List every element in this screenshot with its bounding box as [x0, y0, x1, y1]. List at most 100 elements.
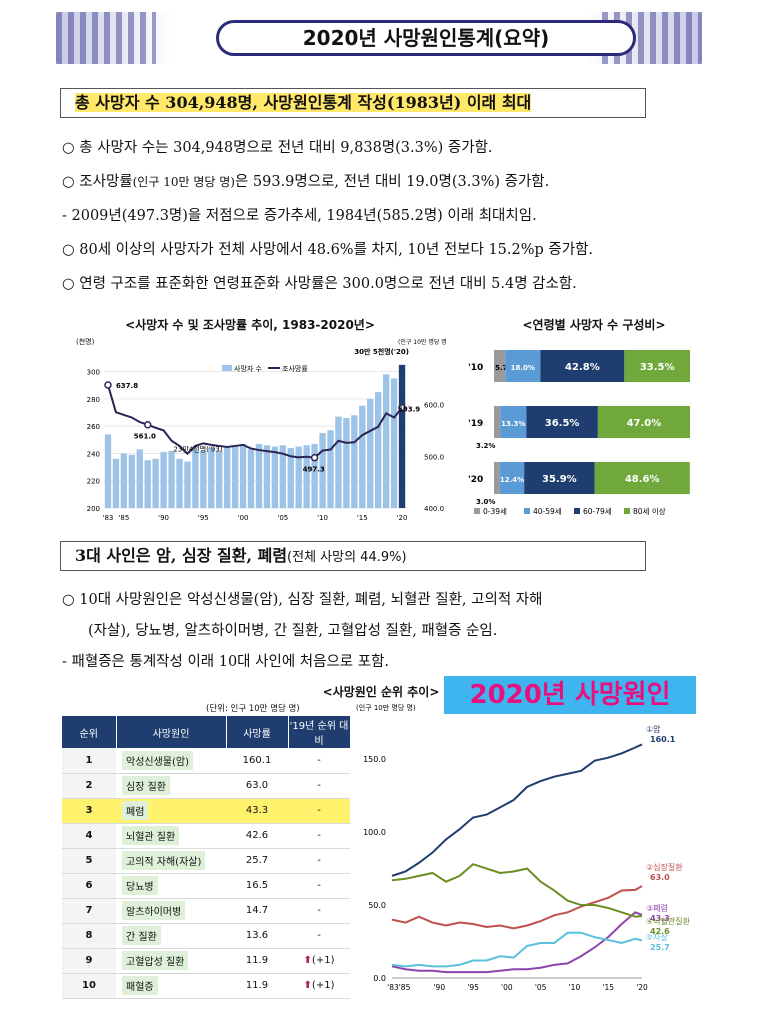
rate-cell: 25.7 — [226, 848, 288, 874]
age-row-label: '10 — [468, 363, 483, 373]
section1-heading-text: 총 사망자 수 304,948명, 사망원인통계 작성(1983년) 이래 최대 — [75, 93, 532, 112]
cause-trend-chart: (인구 10만 명당 명) 0.0 50.0 100.0 150.0 '83'85 '90 '… — [356, 703, 691, 992]
age-legend-swatch — [524, 508, 530, 514]
cause-line-name: ③폐렴 — [646, 903, 668, 913]
chart3-title: <사망원인 순위 추이> — [322, 685, 440, 699]
chart1-ytick: 300 — [87, 369, 100, 377]
crude-rate-text: 은 593.9명으로, 전년 대비 19.0명(3.3%) 증가함. — [234, 174, 550, 190]
age-segment — [499, 462, 525, 494]
chart1-xtick: '15 — [357, 514, 368, 522]
chart2-title: <연령별 사망자 수 구성비> — [522, 318, 666, 332]
change-value: (+1) — [311, 980, 335, 991]
age-segment-label: 13.3% — [501, 420, 525, 428]
table-row: 1 악성신생물(암) 160.1- — [62, 748, 350, 774]
rate-cell: 11.9 — [226, 948, 288, 974]
cause-name: 간 질환 — [122, 926, 161, 945]
col-change: '19년 순위 대비 — [288, 716, 351, 748]
bullet-sepsis: - 패혈증은 통계작성 이래 10대 사인에 처음으로 포함. — [62, 654, 390, 670]
crude-rate-label: ○ 조사망률 — [62, 174, 133, 190]
title-banner: 2020년 사망원인통계(요약) — [56, 12, 702, 64]
deaths-bar — [160, 452, 167, 508]
age-segment-label: 5.7% — [495, 364, 514, 372]
deaths-bar — [311, 443, 318, 508]
rank-cell: 3 — [62, 798, 116, 824]
rate-cell: 63.0 — [226, 773, 288, 799]
crude-rate-line — [107, 384, 403, 459]
rate-cell: 14.7 — [226, 898, 288, 924]
deaths-bar — [200, 450, 207, 508]
age-segment-label: 48.6% — [625, 474, 660, 485]
change-cell: - — [288, 823, 350, 849]
table-row: 8 간 질환 13.6- — [62, 923, 350, 949]
chart1-y2tick: 600.0 — [424, 402, 444, 410]
cause-line-name: ④뇌혈관질환 — [646, 916, 691, 926]
table-row: 10 패혈증 11.9 ⬆(+1) — [62, 973, 350, 999]
deaths-bar — [335, 416, 342, 508]
cause-cell: 심장 질환 — [116, 773, 226, 799]
table-row: 2 심장 질환 63.0- — [62, 773, 350, 799]
deaths-bar — [351, 415, 358, 508]
age-legend-label: 60-79세 — [583, 507, 612, 516]
deaths-bar — [224, 446, 231, 508]
deaths-bar — [398, 364, 406, 508]
rank-cell: 10 — [62, 973, 116, 999]
rate-cell: 11.9 — [226, 973, 288, 999]
change-cell: - — [288, 848, 350, 874]
age-segment-label: 42.8% — [565, 362, 600, 373]
rate-cell: 16.5 — [226, 873, 288, 899]
up-arrow-icon: ⬆ — [303, 955, 312, 966]
deaths-bar — [359, 405, 366, 508]
deaths-bar — [192, 449, 199, 508]
deaths-bar — [144, 460, 151, 508]
age-segment — [494, 350, 506, 382]
cause-cell: 고혈압성 질환 — [116, 948, 226, 974]
deaths-bar — [303, 445, 310, 508]
chart3-xtick: '20 — [636, 983, 648, 992]
cause-name: 뇌혈관 질환 — [122, 826, 180, 845]
cause-name: 패혈증 — [122, 976, 158, 995]
chart1-ytick: 220 — [87, 478, 100, 486]
crude-rate-unit: (인구 10만 명당 명) — [132, 175, 235, 189]
cause-name: 심장 질환 — [122, 776, 170, 795]
age-legend-label: 0-39세 — [483, 507, 507, 516]
table-row: 9 고혈압성 질환 11.9 ⬆(+1) — [62, 948, 350, 974]
table-row: 3 폐렴 43.3- — [62, 798, 350, 824]
cause-name: 폐렴 — [122, 801, 149, 820]
deaths-bar — [287, 448, 294, 508]
cause-line-value: 42.6 — [650, 927, 670, 936]
annot-93: 23만4천명('93) — [173, 445, 222, 454]
age-composition-chart: '10 5.7%18.0% 42.8% 33.5% '19 3.2% 13.3% 36.5% 4… — [468, 350, 690, 516]
age-segment — [494, 406, 501, 438]
age-legend-label: 80세 이상 — [633, 506, 666, 516]
cause-name: 고혈압성 질환 — [122, 951, 189, 970]
age-legend-swatch — [474, 508, 480, 514]
deaths-bar — [271, 446, 279, 508]
cause-cell: 폐렴 — [116, 798, 226, 824]
cause-cell: 간 질환 — [116, 923, 226, 949]
rank-cell: 5 — [62, 848, 116, 874]
deaths-bar — [208, 448, 215, 508]
change-cell: - — [288, 773, 350, 799]
page-title: 2020년 사망원인통계(요약) — [216, 20, 636, 56]
deaths-bar — [120, 453, 128, 508]
cause-line-value: 43.3 — [650, 914, 670, 923]
annot-637: 637.8 — [116, 382, 138, 390]
chart1-xtick: '20 — [397, 514, 408, 522]
cause-cell: 고의적 자해(자살) — [116, 848, 226, 874]
change-cell: ⬆(+1) — [288, 973, 350, 999]
age-segment — [524, 462, 595, 494]
cause-line — [391, 931, 643, 968]
deaths-bar — [295, 446, 302, 508]
rate-cell: 43.3 — [226, 798, 288, 824]
section2-heading: 3대 사인은 암, 심장 질환, 폐렴(전체 사망의 44.9%) — [60, 541, 646, 571]
deaths-bar — [375, 392, 382, 508]
bullet-top10-line2: (자살), 당뇨병, 알츠하이머병, 간 질환, 고혈압성 질환, 패혈증 순임… — [88, 623, 498, 639]
deaths-bar — [319, 433, 326, 508]
rate-cell: 42.6 — [226, 823, 288, 849]
deaths-bar — [112, 458, 120, 508]
chart1-xtick: '83 — [103, 514, 114, 522]
legend-swatch-deaths — [222, 365, 232, 371]
deaths-bar — [343, 418, 350, 508]
age-segment-label: 3.0% — [476, 498, 495, 506]
chart1-xtick: '10 — [317, 514, 328, 522]
